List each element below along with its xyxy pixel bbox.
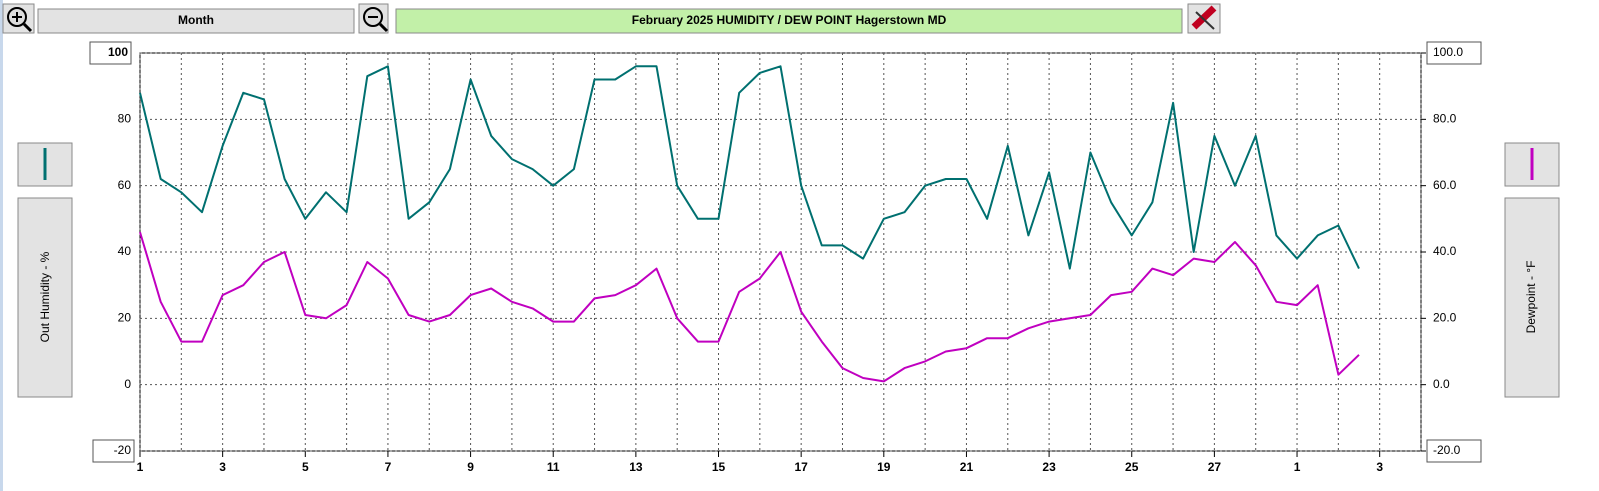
zoom-out-button[interactable] (358, 3, 389, 34)
title-box (395, 8, 1183, 34)
edit-button[interactable] (1187, 3, 1221, 34)
window-edge (0, 0, 3, 491)
y2-tick-label: 0.0 (1433, 377, 1450, 391)
zoom-in-button[interactable] (2, 3, 35, 34)
x-tick-label: 17 (794, 460, 808, 474)
y-tick-label: 60 (118, 178, 132, 192)
plot: 1 3 5 7 9 11 13 15 17 19 21 23 25 27 1 3-20020406080100… (108, 45, 1463, 474)
range-button-label: Month (178, 13, 214, 27)
x-tick-label: 15 (712, 460, 726, 474)
x-tick-label: 25 (1125, 460, 1139, 474)
x-tick-label: 1 (137, 460, 144, 474)
y2-axis-label: Dewpoint - °F (1524, 261, 1538, 334)
series-line (139, 231, 1360, 383)
range-button[interactable] (37, 8, 355, 34)
chart-title: February 2025 HUMIDITY / DEW POINT Hager… (632, 13, 947, 27)
axis-label-box[interactable] (1504, 197, 1560, 398)
x-tick-label: 13 (629, 460, 643, 474)
x-tick-label: 7 (385, 460, 392, 474)
y2-tick-label: 100.0 (1433, 45, 1463, 59)
y2-max-box[interactable] (1426, 41, 1482, 65)
x-tick-label: 21 (960, 460, 974, 474)
x-tick-label: 11 (547, 460, 560, 474)
y-max-box[interactable] (89, 41, 132, 65)
x-tick-label: 23 (1042, 460, 1056, 474)
y2-tick-label: 80.0 (1433, 112, 1457, 126)
y2-tick-label: -20.0 (1433, 443, 1461, 457)
y2-min-box[interactable] (1426, 439, 1482, 463)
y-tick-label: 40 (118, 244, 132, 258)
x-tick-label: 3 (219, 460, 226, 474)
y2-tick-label: 20.0 (1433, 311, 1457, 325)
y-min-box[interactable] (92, 439, 135, 463)
x-tick-label: 5 (302, 460, 309, 474)
y-tick-label: -20 (114, 443, 132, 457)
x-tick-label: 19 (877, 460, 891, 474)
y2-tick-label: 40.0 (1433, 244, 1457, 258)
x-tick-label: 9 (467, 460, 474, 474)
x-tick-label: 3 (1376, 460, 1383, 474)
series-line (139, 65, 1360, 270)
y-tick-label: 100 (108, 45, 128, 59)
y2-tick-label: 60.0 (1433, 178, 1457, 192)
y-tick-label: 0 (124, 377, 131, 391)
y-axis-label: Out Humidity - % (38, 251, 52, 342)
x-tick-label: 1 (1294, 460, 1301, 474)
axis-label-box[interactable] (17, 197, 73, 398)
y-tick-label: 80 (118, 112, 132, 126)
y-tick-label: 20 (118, 311, 132, 325)
x-tick-label: 27 (1208, 460, 1222, 474)
